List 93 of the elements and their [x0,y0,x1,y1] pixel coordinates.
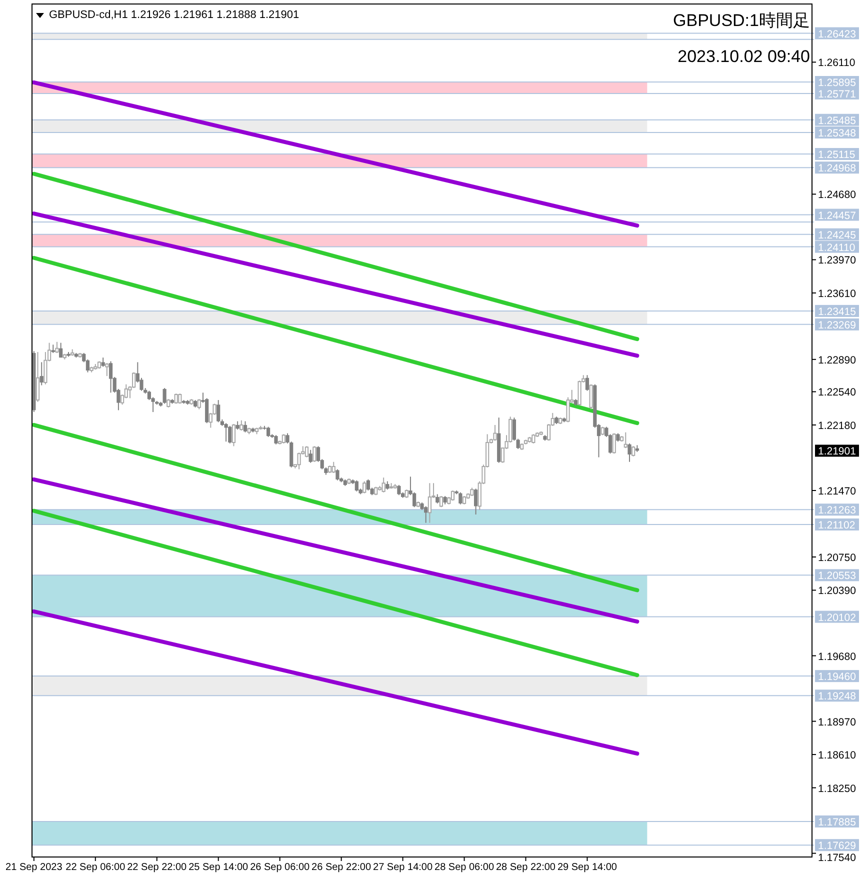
candlestick [354,480,358,492]
x-tick-label: 27 Sep 14:00 [373,862,433,873]
candlestick [36,352,40,402]
candlestick [382,477,386,493]
candlestick [585,374,590,392]
x-tick-label: 25 Sep 14:00 [188,862,249,873]
y-tick-label: 1.22890 [818,354,856,366]
text: GBPUSD-cd,H1 1.21926 1.21961 1.21888 1.21901 [49,9,300,21]
y-tick-label: 1.23970 [818,254,856,267]
candlestick [628,442,632,462]
candlestick [240,420,244,431]
x-tick-label: 22 Sep 06:00 [66,862,126,873]
candlestick [474,488,478,516]
x-tick-label: 26 Sep 06:00 [250,862,310,873]
candlestick [224,422,228,442]
x-tick-label: 28 Sep 22:00 [496,862,556,873]
ref-line-label: 1.23269 [818,319,856,332]
candlestick [101,357,105,368]
candlestick [612,432,616,454]
candlestick [216,400,220,423]
candlestick [105,362,109,377]
y-tick-label: 1.19680 [818,650,856,663]
ref-line-label: 1.24968 [818,162,856,175]
y-tick-label: 1.20750 [818,552,856,564]
y-tick-label: 1.18250 [818,782,856,795]
text: 1.21901 [818,446,856,458]
candlestick [108,360,113,394]
ref-line-label: 1.20102 [818,612,856,624]
candlestick [428,482,432,524]
candlestick [450,490,455,502]
candlestick [362,480,366,494]
candlestick [458,492,462,505]
candlestick [493,424,497,442]
candlestick [624,432,628,449]
candlestick [397,484,401,496]
candlestick [282,434,286,444]
ref-line-label: 1.25115 [818,149,856,162]
candlestick [436,494,440,504]
ref-line-label: 1.19460 [818,671,856,684]
ref-line-label: 1.25771 [818,88,856,100]
y-tick-label: 1.24680 [818,189,856,202]
candlestick [312,446,316,462]
y-tick-label: 1.18970 [818,716,856,728]
y-tick-label: 1.23610 [818,288,856,300]
annotation: 2023.10.02 09:40 [678,47,810,66]
ref-line-label: 1.25895 [818,77,856,90]
candlestick [232,424,236,447]
candlestick [439,496,444,508]
candlestick [304,446,309,458]
y-tick-label: 1.21470 [818,486,856,498]
candlestick [589,384,593,410]
candlestick [308,449,312,464]
y-tick-label: 1.26110 [818,57,856,70]
ref-line-label: 1.24110 [818,242,856,254]
candlestick [162,388,166,404]
candlestick [197,398,201,410]
ref-line-label: 1.21102 [818,519,856,532]
ref-line-label: 1.25348 [818,128,856,140]
candlestick [366,478,370,492]
y-tick-label: 1.20390 [818,585,856,598]
candlestick [336,468,340,481]
y-tick-label: 1.17540 [818,852,856,864]
ref-line-label: 1.21263 [818,504,856,517]
candlestick [632,446,636,457]
ref-line-label: 1.24245 [818,229,856,242]
ref-line-label: 1.20553 [818,570,856,582]
ref-line-label: 1.17885 [818,816,856,828]
candlestick [274,434,278,445]
candlestick [424,506,428,524]
ref-line-label: 1.24457 [818,210,856,222]
candlestick [266,426,270,438]
y-tick-label: 1.22540 [818,386,856,399]
x-tick-label: 29 Sep 14:00 [557,862,618,873]
candlestick [55,341,59,354]
chart-subtitle: GBPUSD:1時間足 [673,11,810,30]
candlestick [228,425,232,444]
candlestick [243,420,248,433]
candlestick [59,342,63,358]
candlestick [332,461,336,474]
y-tick-label: 1.22180 [818,420,856,432]
x-tick-label: 28 Sep 06:00 [434,862,494,873]
candlestick [44,352,48,385]
candlestick [532,434,536,444]
ref-line-label: 1.17629 [818,840,856,852]
ref-line-label: 1.23415 [818,306,856,318]
x-tick-label: 22 Sep 22:00 [127,862,188,873]
y-tick-label: 1.18610 [818,750,856,762]
ref-line-label: 1.26423 [818,28,856,40]
candlestick [40,362,44,386]
ref-line-label: 1.25485 [818,114,856,127]
x-tick-label: 21 Sep 2023 [6,862,63,873]
x-tick-label: 26 Sep 22:00 [312,862,372,873]
ref-line-label: 1.19248 [818,690,856,703]
